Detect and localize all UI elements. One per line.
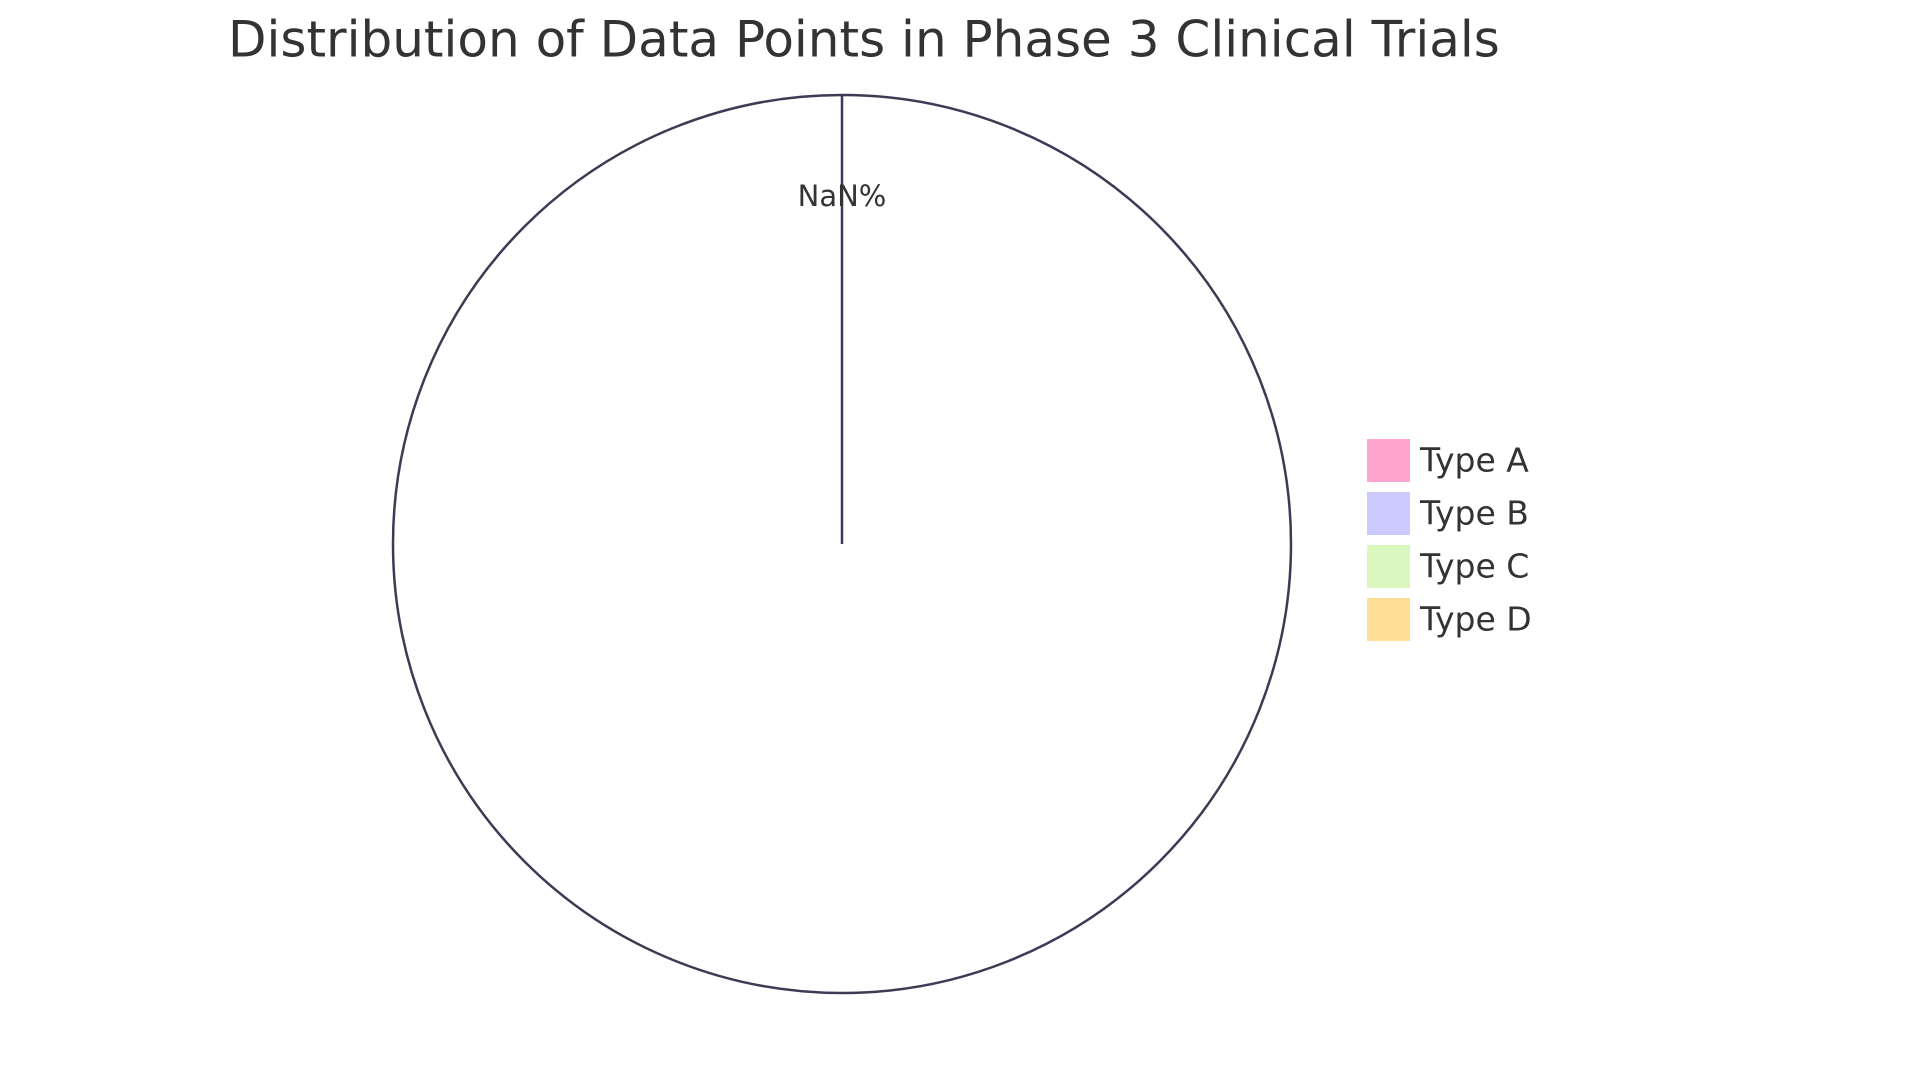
legend-swatch — [1365, 543, 1412, 590]
slice-label: NaN% — [798, 179, 887, 213]
legend-swatch — [1365, 437, 1412, 484]
legend-label: Type D — [1419, 600, 1532, 639]
chart-title: Distribution of Data Points in Phase 3 C… — [228, 11, 1500, 69]
legend-label: Type C — [1419, 547, 1529, 586]
legend-label: Type A — [1419, 441, 1529, 480]
legend-swatch — [1365, 596, 1412, 643]
legend-swatch — [1365, 490, 1412, 537]
legend-label: Type B — [1419, 494, 1529, 533]
